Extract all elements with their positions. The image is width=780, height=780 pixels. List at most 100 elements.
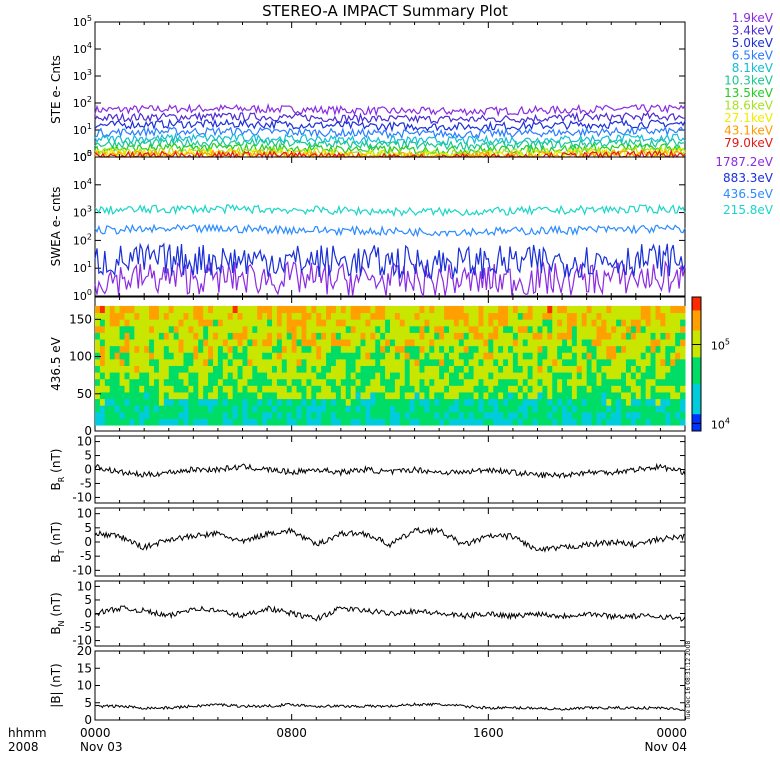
- pad-cell: [444, 325, 450, 333]
- pad-cell: [434, 339, 440, 347]
- pad-cell: [522, 391, 529, 400]
- pad-cell: [129, 345, 135, 353]
- pad-cell: [478, 339, 484, 347]
- pad-cell: [596, 358, 602, 366]
- pad-cell: [394, 358, 401, 366]
- colorbar-cell: [692, 394, 701, 398]
- pad-cell: [675, 305, 681, 314]
- pad-cell: [557, 398, 563, 406]
- pad-cell: [267, 305, 273, 314]
- pad-cell: [124, 365, 130, 373]
- pad-cell: [399, 411, 406, 419]
- pad-cell: [409, 365, 416, 373]
- pad-cell: [286, 411, 293, 419]
- pad-cell: [296, 325, 302, 333]
- pad-cell: [537, 411, 543, 419]
- pad-cell: [193, 385, 199, 393]
- legend-10.3keV: 10.3keV: [724, 74, 774, 88]
- pad-cell: [114, 372, 121, 380]
- pad-cell: [104, 405, 111, 413]
- pad-cell: [670, 378, 676, 386]
- pad-cell: [276, 358, 283, 366]
- pad-cell: [144, 365, 150, 373]
- pad-cell: [227, 345, 234, 353]
- pad-cell: [203, 411, 209, 419]
- pad-cell: [567, 385, 573, 393]
- pad-cell: [213, 378, 219, 386]
- pad-cell: [611, 358, 617, 366]
- pad-cell: [458, 352, 465, 360]
- pad-cell: [222, 365, 229, 373]
- pad-cell: [576, 332, 583, 340]
- pad-cell: [399, 385, 406, 393]
- pad-cell: [134, 332, 140, 340]
- pad-cell: [267, 339, 273, 347]
- pad-cell: [458, 385, 465, 393]
- pad-cell: [178, 418, 184, 426]
- pad-cell: [449, 312, 455, 320]
- pad-cell: [547, 332, 553, 340]
- bt-ytick-label: 0: [84, 535, 92, 549]
- pad-cell: [522, 418, 529, 426]
- pad-cell: [149, 411, 155, 419]
- pad-cell: [321, 391, 327, 400]
- pad-cell: [306, 319, 312, 327]
- pad-cell: [478, 305, 484, 314]
- pad-cell: [537, 325, 543, 333]
- pad-cell: [306, 372, 312, 380]
- pad-cell: [665, 391, 671, 400]
- pad-cell: [385, 358, 391, 366]
- pad-cell: [606, 345, 612, 353]
- pad-cell: [301, 305, 307, 314]
- pad-cell: [621, 339, 627, 347]
- pad-cell: [571, 391, 578, 400]
- pad-cell: [596, 332, 602, 340]
- pad-cell: [360, 398, 366, 406]
- pad-cell: [468, 418, 475, 426]
- pad-cell: [365, 305, 371, 314]
- pad-cell: [576, 405, 583, 413]
- pad-cell: [345, 411, 352, 419]
- pad-cell: [532, 418, 538, 426]
- pad-cell: [581, 378, 588, 386]
- pad-cell: [562, 385, 568, 393]
- pad-cell: [537, 358, 543, 366]
- pad-cell: [183, 332, 189, 340]
- pad-cell: [188, 405, 194, 413]
- pad-cell: [99, 385, 106, 393]
- pad-cell: [503, 352, 509, 360]
- pad-cell: [95, 345, 101, 353]
- pad-cell: [503, 385, 509, 393]
- pad-cell: [144, 319, 150, 327]
- pad-cell: [606, 365, 612, 373]
- pad-cell: [399, 418, 406, 426]
- pad-cell: [237, 332, 243, 340]
- pad-cell: [335, 319, 342, 327]
- bn-ytick-label: 5: [84, 593, 92, 607]
- pad-cell: [591, 312, 597, 320]
- pad-cell: [586, 332, 593, 340]
- pad-cell: [104, 378, 111, 386]
- colorbar-cell: [692, 307, 701, 311]
- pad-cell: [188, 372, 194, 380]
- pad-cell: [488, 378, 494, 386]
- pad-ytick-label: 50: [77, 387, 92, 401]
- legend-27.1keV: 27.1keV: [724, 111, 774, 125]
- pad-cell: [576, 319, 583, 327]
- pad-cell: [503, 345, 509, 353]
- pad-cell: [208, 319, 214, 327]
- pad-cell: [345, 418, 352, 426]
- ste-ylabel: STE e- Cnts: [49, 55, 63, 124]
- pad-cell: [119, 372, 125, 380]
- pad-cell: [326, 339, 332, 347]
- pad-cell: [365, 398, 371, 406]
- pad-cell: [158, 305, 165, 314]
- pad-cell: [503, 312, 509, 320]
- pad-cell: [640, 365, 647, 373]
- pad-cell: [562, 352, 568, 360]
- pad-cell: [335, 378, 342, 386]
- pad-cell: [154, 345, 160, 353]
- pad-cell: [557, 378, 563, 386]
- pad-cell: [267, 405, 273, 413]
- pad-cell: [409, 378, 416, 386]
